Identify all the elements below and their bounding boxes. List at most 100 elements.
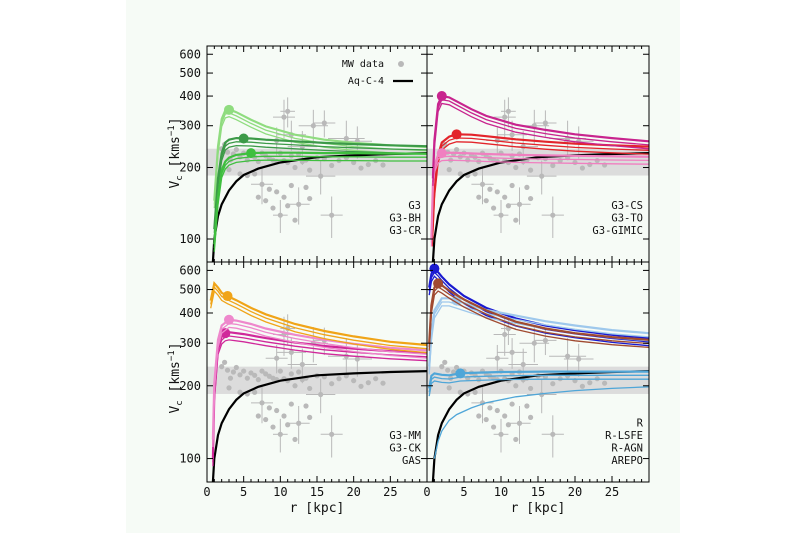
series-dot [451,129,462,140]
svg-text:Vc [kms−1]: Vc [kms−1] [167,342,185,413]
y-tick-label: 300 [179,119,201,133]
mw-point [528,414,534,420]
y-tick-label: 300 [179,336,201,350]
series-dot [436,148,447,159]
ylabel-unit: [kms [168,136,183,167]
mw-point [237,389,243,395]
mw-point [318,173,324,179]
mw-point [263,416,269,423]
mw-point [281,114,287,120]
mw-point [252,171,258,177]
axis-ticks [206,262,427,482]
mw-point [296,420,302,426]
plot-area [427,91,649,262]
mw-point [491,424,497,430]
mw-point [454,146,460,153]
mw-point [550,212,556,218]
mw-point [252,389,258,395]
mw-point [288,371,294,377]
mw-point [502,194,508,200]
mw-point [255,158,261,165]
series-line [213,141,427,233]
mw-point [446,167,452,173]
mw-point [343,135,349,142]
mw-point [509,182,515,189]
mw-point [259,181,265,187]
mw-point [241,368,247,374]
mw-point [502,331,508,338]
mw-point [487,186,493,192]
legend-entry: G3-GIMIC [592,225,643,237]
mw-point [542,337,549,344]
mw-point [513,217,519,223]
mw-point [365,161,371,168]
series-dot [224,104,234,115]
mw-point [502,413,508,419]
x-tick-label: 15 [531,485,545,499]
series-line [213,136,427,230]
series-line [213,144,427,237]
mw-point [373,376,379,382]
series-line [428,374,649,393]
mw-point [502,114,508,120]
ylabel-exp: −1 [167,125,177,136]
mw-point [439,364,445,370]
series-dot [429,263,440,274]
mw-point [285,108,291,114]
mw-point [457,171,463,177]
mw-point [303,403,309,409]
series-line [428,370,649,389]
mw-point [296,369,302,375]
mw-point [307,414,313,420]
x-tick-label: 0 [423,485,430,499]
series-line [212,326,427,448]
mw-point [457,389,463,395]
mw-point [266,186,272,192]
series-line [212,322,427,444]
mw-point [528,195,534,202]
y-tick-label: 400 [179,89,201,103]
mw-point [520,361,526,368]
mw-point [259,368,265,374]
xlabel-right: r [kpc] [511,501,566,516]
legend-entry: G3-CS [611,200,643,212]
series-dot [220,328,231,339]
mw-point [358,165,364,171]
mw-point [505,422,511,428]
mw-point [505,108,511,114]
mw-point [472,389,478,395]
legend-entry: G3-CR [389,225,421,237]
mw-point [516,420,523,426]
series-line [213,108,427,201]
series-line [213,159,427,252]
series-dot [433,278,444,289]
mw-point [285,203,291,209]
mw-point [587,161,593,168]
mw-point [219,364,225,370]
series-line-extra [433,386,649,459]
mw-point [358,383,364,389]
mw-point [226,385,232,391]
x-tick-label: 25 [605,485,619,499]
mw-point [329,162,335,169]
y-tick-label: 100 [179,452,201,466]
key: MW data Aq-C-4 [342,59,413,87]
mw-point [479,181,486,187]
series-line [432,102,649,186]
mw-point [498,212,504,218]
series-line [428,301,649,371]
series-line [428,286,649,347]
mw-point [336,376,342,382]
mw-point [224,367,231,373]
mw-point [472,171,478,177]
series-dot [238,133,249,144]
ylabel-close: ] [168,342,183,350]
series-line [210,289,427,354]
legend-entry: R-AGN [611,443,643,455]
mw-point [524,184,530,190]
mw-point [513,164,519,171]
mw-point [227,375,234,381]
series-dot [455,368,466,379]
